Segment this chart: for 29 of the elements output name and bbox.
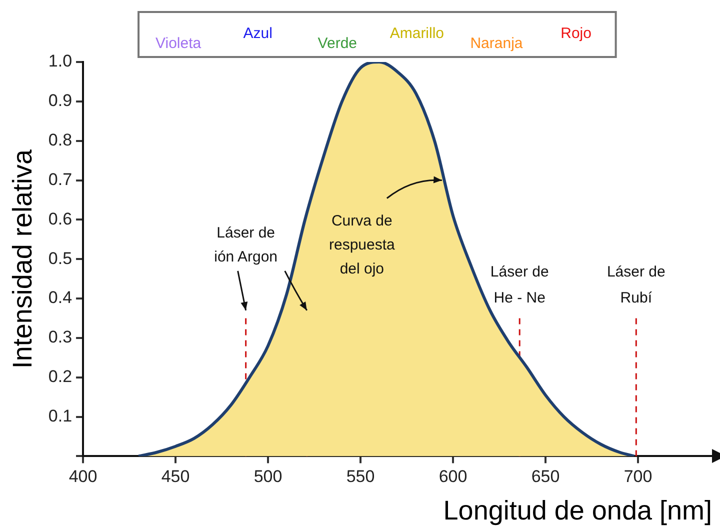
text: Violeta bbox=[156, 35, 202, 52]
y-tick-label: 0.5 bbox=[48, 248, 72, 268]
x-axis-title: Longitud de onda [nm] bbox=[443, 495, 712, 526]
y-tick-label: 0.1 bbox=[48, 406, 72, 426]
text: Verde bbox=[318, 35, 357, 52]
text: Amarillo bbox=[390, 25, 444, 42]
y-axis-title: Intensidad relativa bbox=[8, 148, 38, 369]
text: Naranja bbox=[470, 35, 524, 52]
x-tick-label: 450 bbox=[161, 467, 190, 486]
y-tick-label: 0.7 bbox=[48, 170, 72, 189]
x-tick-label: 500 bbox=[254, 467, 282, 486]
x-tick-label: 550 bbox=[346, 467, 375, 486]
y-tick-label: 0.9 bbox=[48, 91, 72, 110]
y-tick-label: 0.8 bbox=[48, 130, 72, 150]
text: Rojo bbox=[560, 25, 592, 42]
x-tick-label: 700 bbox=[624, 467, 652, 486]
ref-line-label: Láser de He - Ne bbox=[490, 263, 549, 306]
annotation: Curva de respuesta del ojo bbox=[328, 212, 396, 278]
y-tick-label: 0.3 bbox=[48, 328, 72, 347]
x-tick-label: 400 bbox=[68, 467, 98, 486]
x-tick-label: 600 bbox=[438, 467, 468, 486]
x-tick-label: 650 bbox=[531, 467, 560, 486]
y-tick-label: 0.4 bbox=[48, 288, 72, 308]
text: Azul bbox=[243, 25, 272, 42]
y-tick-label: 0.2 bbox=[48, 367, 72, 386]
y-tick-label: 0.6 bbox=[48, 209, 72, 228]
ref-line-label: Láser de Rubí bbox=[606, 263, 666, 306]
ref-line-label: Láser de ión Argon bbox=[214, 224, 278, 266]
y-tick-label: 1.0 bbox=[48, 52, 72, 71]
